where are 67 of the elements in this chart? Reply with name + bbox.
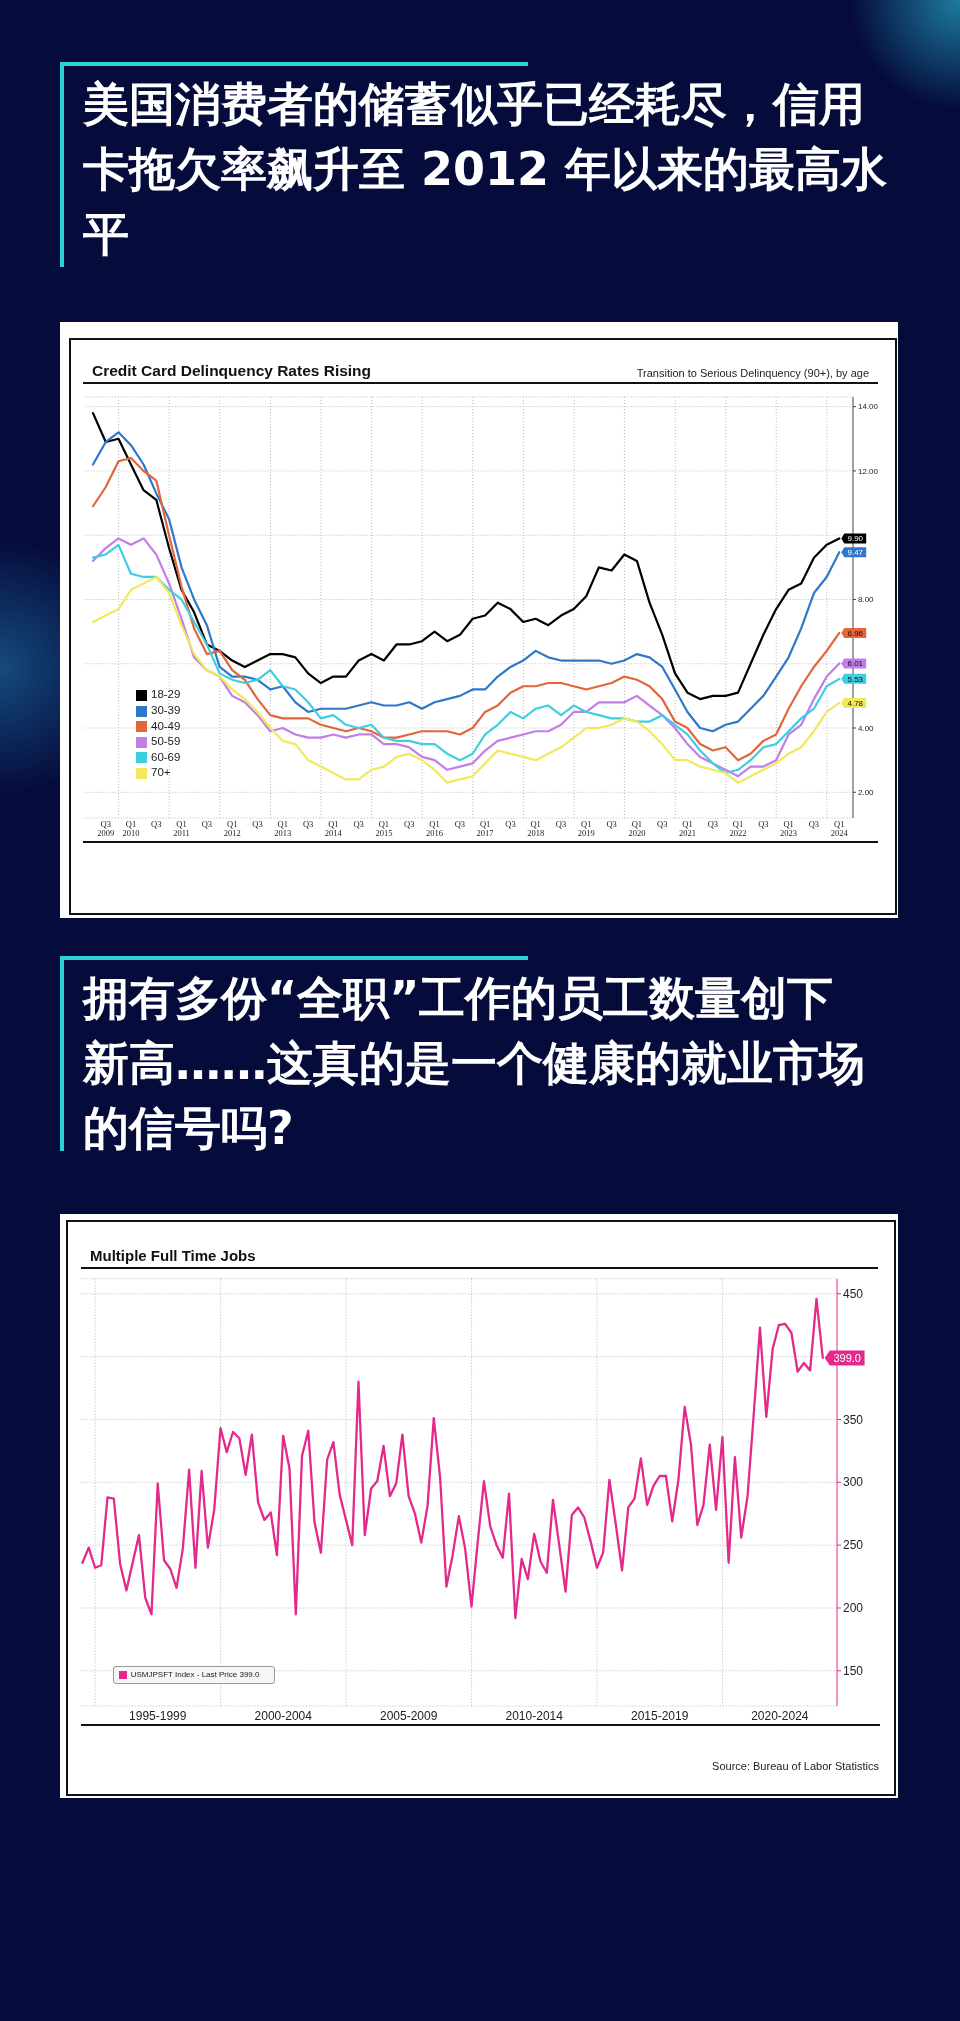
x-tick-label: Q3 <box>505 819 516 830</box>
data-label: 9.47 <box>847 548 864 558</box>
x-tick-label: 2005-2009 <box>380 1708 438 1723</box>
x-tick-label: Q1 2019 <box>577 819 595 839</box>
x-tick-label: Q1 2013 <box>274 819 292 839</box>
x-tick-label: Q3 <box>201 819 213 830</box>
legend-label: 18-29 <box>151 688 181 701</box>
y-tick-label: 300 <box>843 1475 864 1490</box>
x-tick-label: Q3 <box>353 819 364 830</box>
y-tick-label: 450 <box>843 1286 864 1301</box>
text: Transition to Serious Delinquency (90+), by age <box>636 366 869 379</box>
y-tick-label: 200 <box>843 1601 864 1616</box>
y-tick-label: 8.00 <box>858 595 875 605</box>
y-tick-label: 2.00 <box>858 788 875 798</box>
x-tick-label: Q3 <box>404 819 415 830</box>
x-tick-label: Q1 2020 <box>628 819 646 839</box>
y-tick-label: 4.00 <box>858 723 875 733</box>
data-label: 6.01 <box>847 659 864 669</box>
x-tick-label: 2020-2024 <box>751 1708 809 1723</box>
x-tick-label: Q1 2016 <box>426 819 444 839</box>
x-tick-label: Q1 2017 <box>476 819 494 839</box>
chart-title: 拥有多份“全职”工作的员工数量创下新高……这真的是一个健康的就业市场的信号吗? <box>83 970 866 1157</box>
x-tick-label: Q3 <box>758 819 769 830</box>
legend-label: 50-59 <box>151 735 181 748</box>
x-tick-label: Q3 <box>454 819 466 830</box>
data-label: 4.78 <box>847 698 864 708</box>
chart-subtitle: Multiple Full Time Jobs <box>90 1246 256 1264</box>
legend-label: 60-69 <box>151 750 181 763</box>
x-tick-label: 2010-2014 <box>505 1708 564 1723</box>
x-tick-label: Q3 <box>707 819 719 830</box>
x-tick-label: Q1 2021 <box>678 819 696 839</box>
x-tick-label: Q1 2022 <box>729 819 747 839</box>
y-tick-label: 350 <box>843 1412 864 1427</box>
data-label: 9.90 <box>847 534 864 544</box>
x-tick-label: Q3 <box>302 819 314 830</box>
x-tick-label: Q3 <box>606 819 617 830</box>
source-note: Source: Bureau of Labor Statistics <box>712 1760 879 1773</box>
x-tick-label: Q3 <box>808 819 820 830</box>
x-tick-label: Q1 2014 <box>324 819 343 839</box>
y-tick-label: 14.00 <box>858 402 879 412</box>
y-tick-label: 12.00 <box>858 466 879 476</box>
data-label: 5.53 <box>847 674 864 684</box>
chart-subtitle: Credit Card Delinquency Rates Rising <box>92 361 372 379</box>
x-tick-label: Q1 2023 <box>780 819 798 839</box>
x-tick-label: Q3 <box>657 819 668 830</box>
x-tick-label: Q3 <box>252 819 263 830</box>
legend-label: 40-49 <box>151 719 181 732</box>
x-tick-label: Q1 2024 <box>830 819 849 839</box>
x-tick-label: Q1 2011 <box>173 819 190 839</box>
y-tick-label: 250 <box>843 1538 864 1553</box>
legend-label: USMJPSFT Index - Last Price 399.0 <box>130 1670 260 1680</box>
x-tick-label: Q3 <box>555 819 567 830</box>
x-tick-label: Q1 2010 <box>122 819 140 839</box>
legend-label: 70+ <box>151 766 171 779</box>
x-tick-label: Q1 2015 <box>375 819 393 839</box>
x-tick-label: Q3 2009 <box>97 819 115 839</box>
x-tick-label: Q1 2018 <box>527 819 545 839</box>
y-tick-label: 150 <box>843 1664 864 1679</box>
data-label: 6.96 <box>847 628 864 638</box>
chart-title: 美国消费者的储蓄似乎已经耗尽，信用卡拖欠率飙升至 2012 年以来的最高水平 <box>83 76 889 263</box>
data-label: 399.0 <box>833 1351 861 1364</box>
x-tick-label: 2000-2004 <box>254 1708 313 1723</box>
x-tick-label: 2015-2019 <box>630 1708 689 1723</box>
x-tick-label: Q1 2012 <box>223 819 241 839</box>
legend-label: 30-39 <box>151 704 181 717</box>
x-tick-label: Q3 <box>151 819 162 830</box>
x-tick-label: 1995-1999 <box>129 1708 187 1723</box>
